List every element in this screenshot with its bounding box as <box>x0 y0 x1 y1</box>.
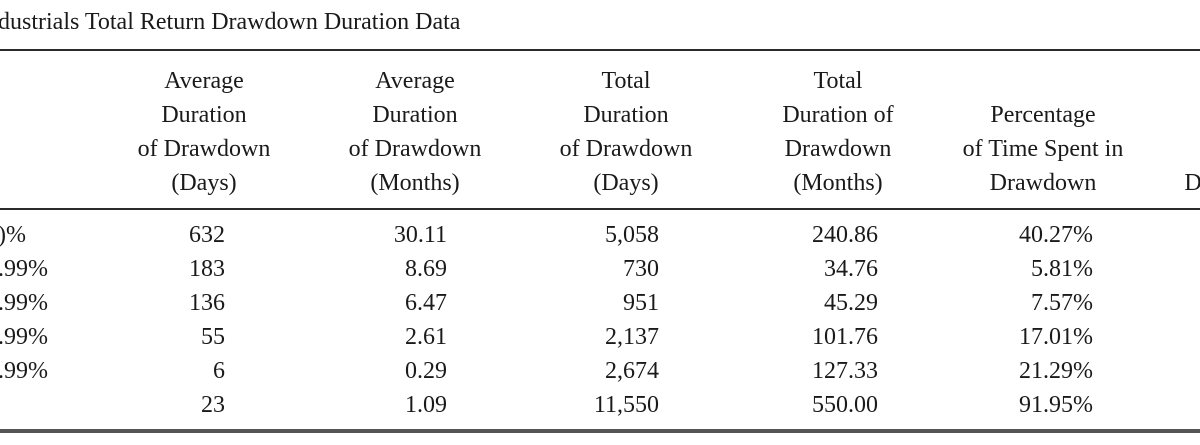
header-line: of Drawdown <box>348 136 482 162</box>
header-line: D <box>1184 170 1200 196</box>
row-label: )% <box>0 222 26 248</box>
cell-avg-months: 30.11 <box>393 222 447 248</box>
cell-avg-months: 6.47 <box>405 290 447 316</box>
cell-avg-months: 8.69 <box>405 256 447 282</box>
header-line: Duration <box>161 102 247 128</box>
cell-avg-days: 6 <box>213 358 225 384</box>
cell-avg-days: 136 <box>189 290 225 316</box>
cell-avg-months: 0.29 <box>405 358 447 384</box>
row-label: .99% <box>0 256 48 282</box>
cell-total-days: 11,550 <box>593 392 659 418</box>
header-total-duration-months: Total Duration of Drawdown (Months) <box>782 64 893 200</box>
cell-total-days: 730 <box>623 256 659 282</box>
cell-avg-days: 55 <box>201 324 225 350</box>
header-line: of Drawdown <box>137 136 271 162</box>
cell-total-months: 127.33 <box>812 358 878 384</box>
cell-pct-time: 91.95% <box>1019 392 1093 418</box>
header-line: (Days) <box>593 170 659 196</box>
table-title: dustrials Total Return Drawdown Duration… <box>0 9 461 35</box>
row-label: .99% <box>0 358 48 384</box>
cell-total-days: 2,674 <box>605 358 659 384</box>
row-label: .99% <box>0 324 48 350</box>
header-line: Duration <box>372 102 458 128</box>
header-line: (Months) <box>370 170 460 196</box>
header-line: Drawdown <box>784 136 892 162</box>
row-label: .99% <box>0 290 48 316</box>
cell-pct-time: 7.57% <box>1031 290 1093 316</box>
cell-total-months: 34.76 <box>824 256 878 282</box>
header-line: of Drawdown <box>559 136 693 162</box>
header-line: Drawdown <box>989 170 1097 196</box>
header-line: of Time Spent in <box>962 136 1124 162</box>
header-total-duration-days: Total Duration of Drawdown (Days) <box>560 64 693 200</box>
cell-pct-time: 5.81% <box>1031 256 1093 282</box>
cell-pct-time: 21.29% <box>1019 358 1093 384</box>
header-cropped-column: D <box>1184 166 1200 200</box>
cell-pct-time: 17.01% <box>1019 324 1093 350</box>
header-line: Duration of <box>782 102 894 128</box>
cell-avg-months: 1.09 <box>405 392 447 418</box>
top-rule <box>0 49 1200 51</box>
cell-total-days: 2,137 <box>605 324 659 350</box>
cell-pct-time: 40.27% <box>1019 222 1093 248</box>
header-rule <box>0 208 1200 210</box>
cell-avg-days: 632 <box>189 222 225 248</box>
header-avg-duration-days: Average Duration of Drawdown (Days) <box>138 64 271 200</box>
cell-total-months: 240.86 <box>812 222 878 248</box>
header-percentage-time-drawdown: Percentage of Time Spent in Drawdown <box>963 98 1124 200</box>
cell-total-months: 45.29 <box>824 290 878 316</box>
cell-avg-days: 23 <box>201 392 225 418</box>
header-line: Percentage <box>990 102 1096 128</box>
header-line: Total <box>601 68 651 94</box>
cell-total-months: 550.00 <box>812 392 878 418</box>
cell-total-days: 5,058 <box>605 222 659 248</box>
cell-total-days: 951 <box>623 290 659 316</box>
header-line: Total <box>813 68 863 94</box>
cell-avg-days: 183 <box>189 256 225 282</box>
bottom-rule <box>0 429 1200 433</box>
header-line: (Days) <box>171 170 237 196</box>
header-line: Average <box>375 68 455 94</box>
header-line: Duration <box>583 102 669 128</box>
header-avg-duration-months: Average Duration of Drawdown (Months) <box>349 64 482 200</box>
cell-avg-months: 2.61 <box>405 324 447 350</box>
header-line: (Months) <box>793 170 883 196</box>
cell-total-months: 101.76 <box>812 324 878 350</box>
header-line: Average <box>164 68 244 94</box>
